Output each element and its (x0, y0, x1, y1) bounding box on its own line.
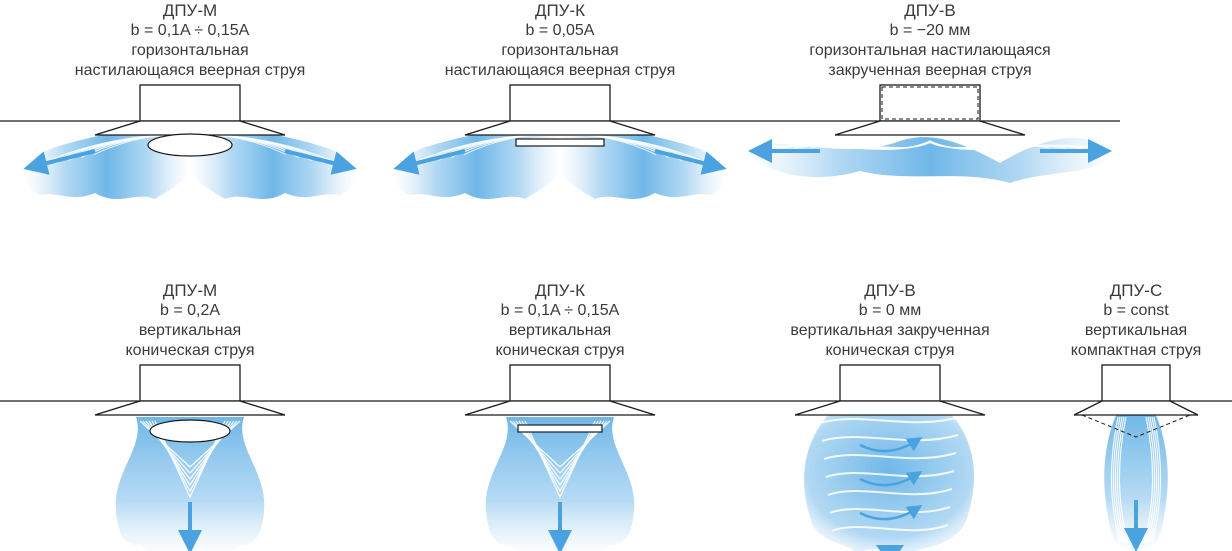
diagram-caption: ДПУ-Вb = 0 ммвертикальная закрученная ко… (740, 280, 1040, 361)
diagram-dpu-v-horizontal: ДПУ-Вb = −20 ммгоризонтальная настилающа… (740, 0, 1120, 281)
diagram-param: b = const (1040, 301, 1232, 321)
airflow-figure (740, 361, 1040, 551)
diagram-dpu-k-horizontal: ДПУ-Кb = 0,05Aгоризонтальная настилающая… (380, 0, 740, 281)
diagram-param: b = −20 мм (740, 21, 1120, 41)
diagram-title: ДПУ-К (380, 280, 740, 301)
airflow-figure (0, 361, 380, 551)
diagram-title: ДПУ-М (0, 0, 380, 21)
diagram-desc: вертикальная коническая струя (0, 321, 380, 361)
diagram-title: ДПУ-В (740, 280, 1040, 301)
diagram-param: b = 0,05A (380, 21, 740, 41)
airflow-figure (380, 361, 740, 551)
airflow-figure (0, 81, 380, 281)
diagram-dpu-s-vertical: ДПУ-Сb = constвертикальная компактная ст… (1040, 280, 1232, 551)
diagram-dpu-m-vertical: ДПУ-Мb = 0,2Aвертикальная коническая стр… (0, 280, 380, 551)
diagram-dpu-m-horizontal: ДПУ-Мb = 0,1A ÷ 0,15Aгоризонтальная наст… (0, 0, 380, 281)
diagram-dpu-v-vertical: ДПУ-Вb = 0 ммвертикальная закрученная ко… (740, 280, 1040, 551)
diagram-title: ДПУ-К (380, 0, 740, 21)
diagram-caption: ДПУ-Мb = 0,2Aвертикальная коническая стр… (0, 280, 380, 361)
diagram-desc: горизонтальная настилающаяся закрученная… (740, 41, 1120, 81)
diagram-desc: горизонтальная настилающаяся веерная стр… (0, 41, 380, 81)
diagram-caption: ДПУ-Мb = 0,1A ÷ 0,15Aгоризонтальная наст… (0, 0, 380, 81)
airflow-figure (1040, 361, 1232, 551)
diagram-desc: вертикальная коническая струя (380, 321, 740, 361)
diagram-title: ДПУ-В (740, 0, 1120, 21)
diagram-title: ДПУ-М (0, 280, 380, 301)
diagram-title: ДПУ-С (1040, 280, 1232, 301)
diagram-caption: ДПУ-Вb = −20 ммгоризонтальная настилающа… (740, 0, 1120, 81)
airflow-figure (380, 81, 740, 281)
diagram-param: b = 0,2A (0, 301, 380, 321)
diagram-param: b = 0,1A ÷ 0,15A (0, 21, 380, 41)
diagram-desc: вертикальная закрученная коническая стру… (740, 321, 1040, 361)
diagram-desc: горизонтальная настилающаяся веерная стр… (380, 41, 740, 81)
diagram-dpu-k-vertical: ДПУ-Кb = 0,1A ÷ 0,15Aвертикальная кониче… (380, 280, 740, 551)
diagram-caption: ДПУ-Сb = constвертикальная компактная ст… (1040, 280, 1232, 361)
diagram-caption: ДПУ-Кb = 0,1A ÷ 0,15Aвертикальная кониче… (380, 280, 740, 361)
diagram-desc: вертикальная компактная струя (1040, 321, 1232, 361)
diagram-param: b = 0,1A ÷ 0,15A (380, 301, 740, 321)
diagram-caption: ДПУ-Кb = 0,05Aгоризонтальная настилающая… (380, 0, 740, 81)
airflow-figure (740, 81, 1120, 281)
diagram-param: b = 0 мм (740, 301, 1040, 321)
